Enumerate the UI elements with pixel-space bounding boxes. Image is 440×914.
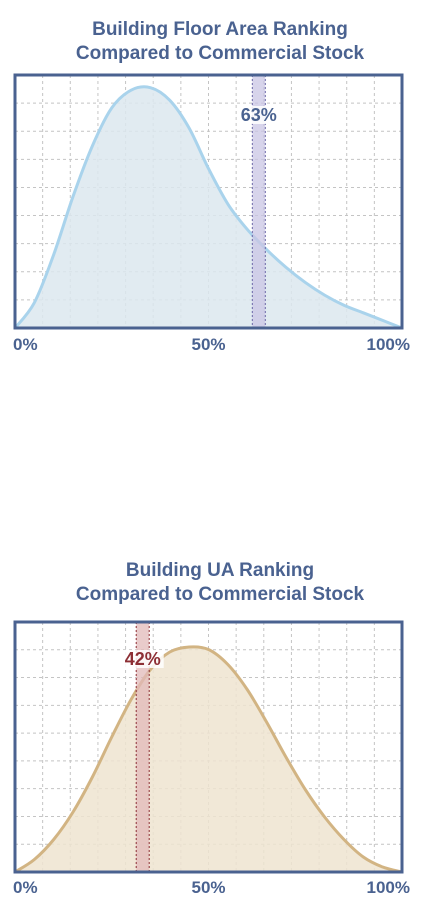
x-tick-label: 100% bbox=[367, 878, 410, 897]
x-tick-label: 0% bbox=[13, 878, 38, 897]
x-tick-label: 50% bbox=[191, 878, 225, 897]
ranking-marker-label: 42% bbox=[125, 649, 161, 669]
